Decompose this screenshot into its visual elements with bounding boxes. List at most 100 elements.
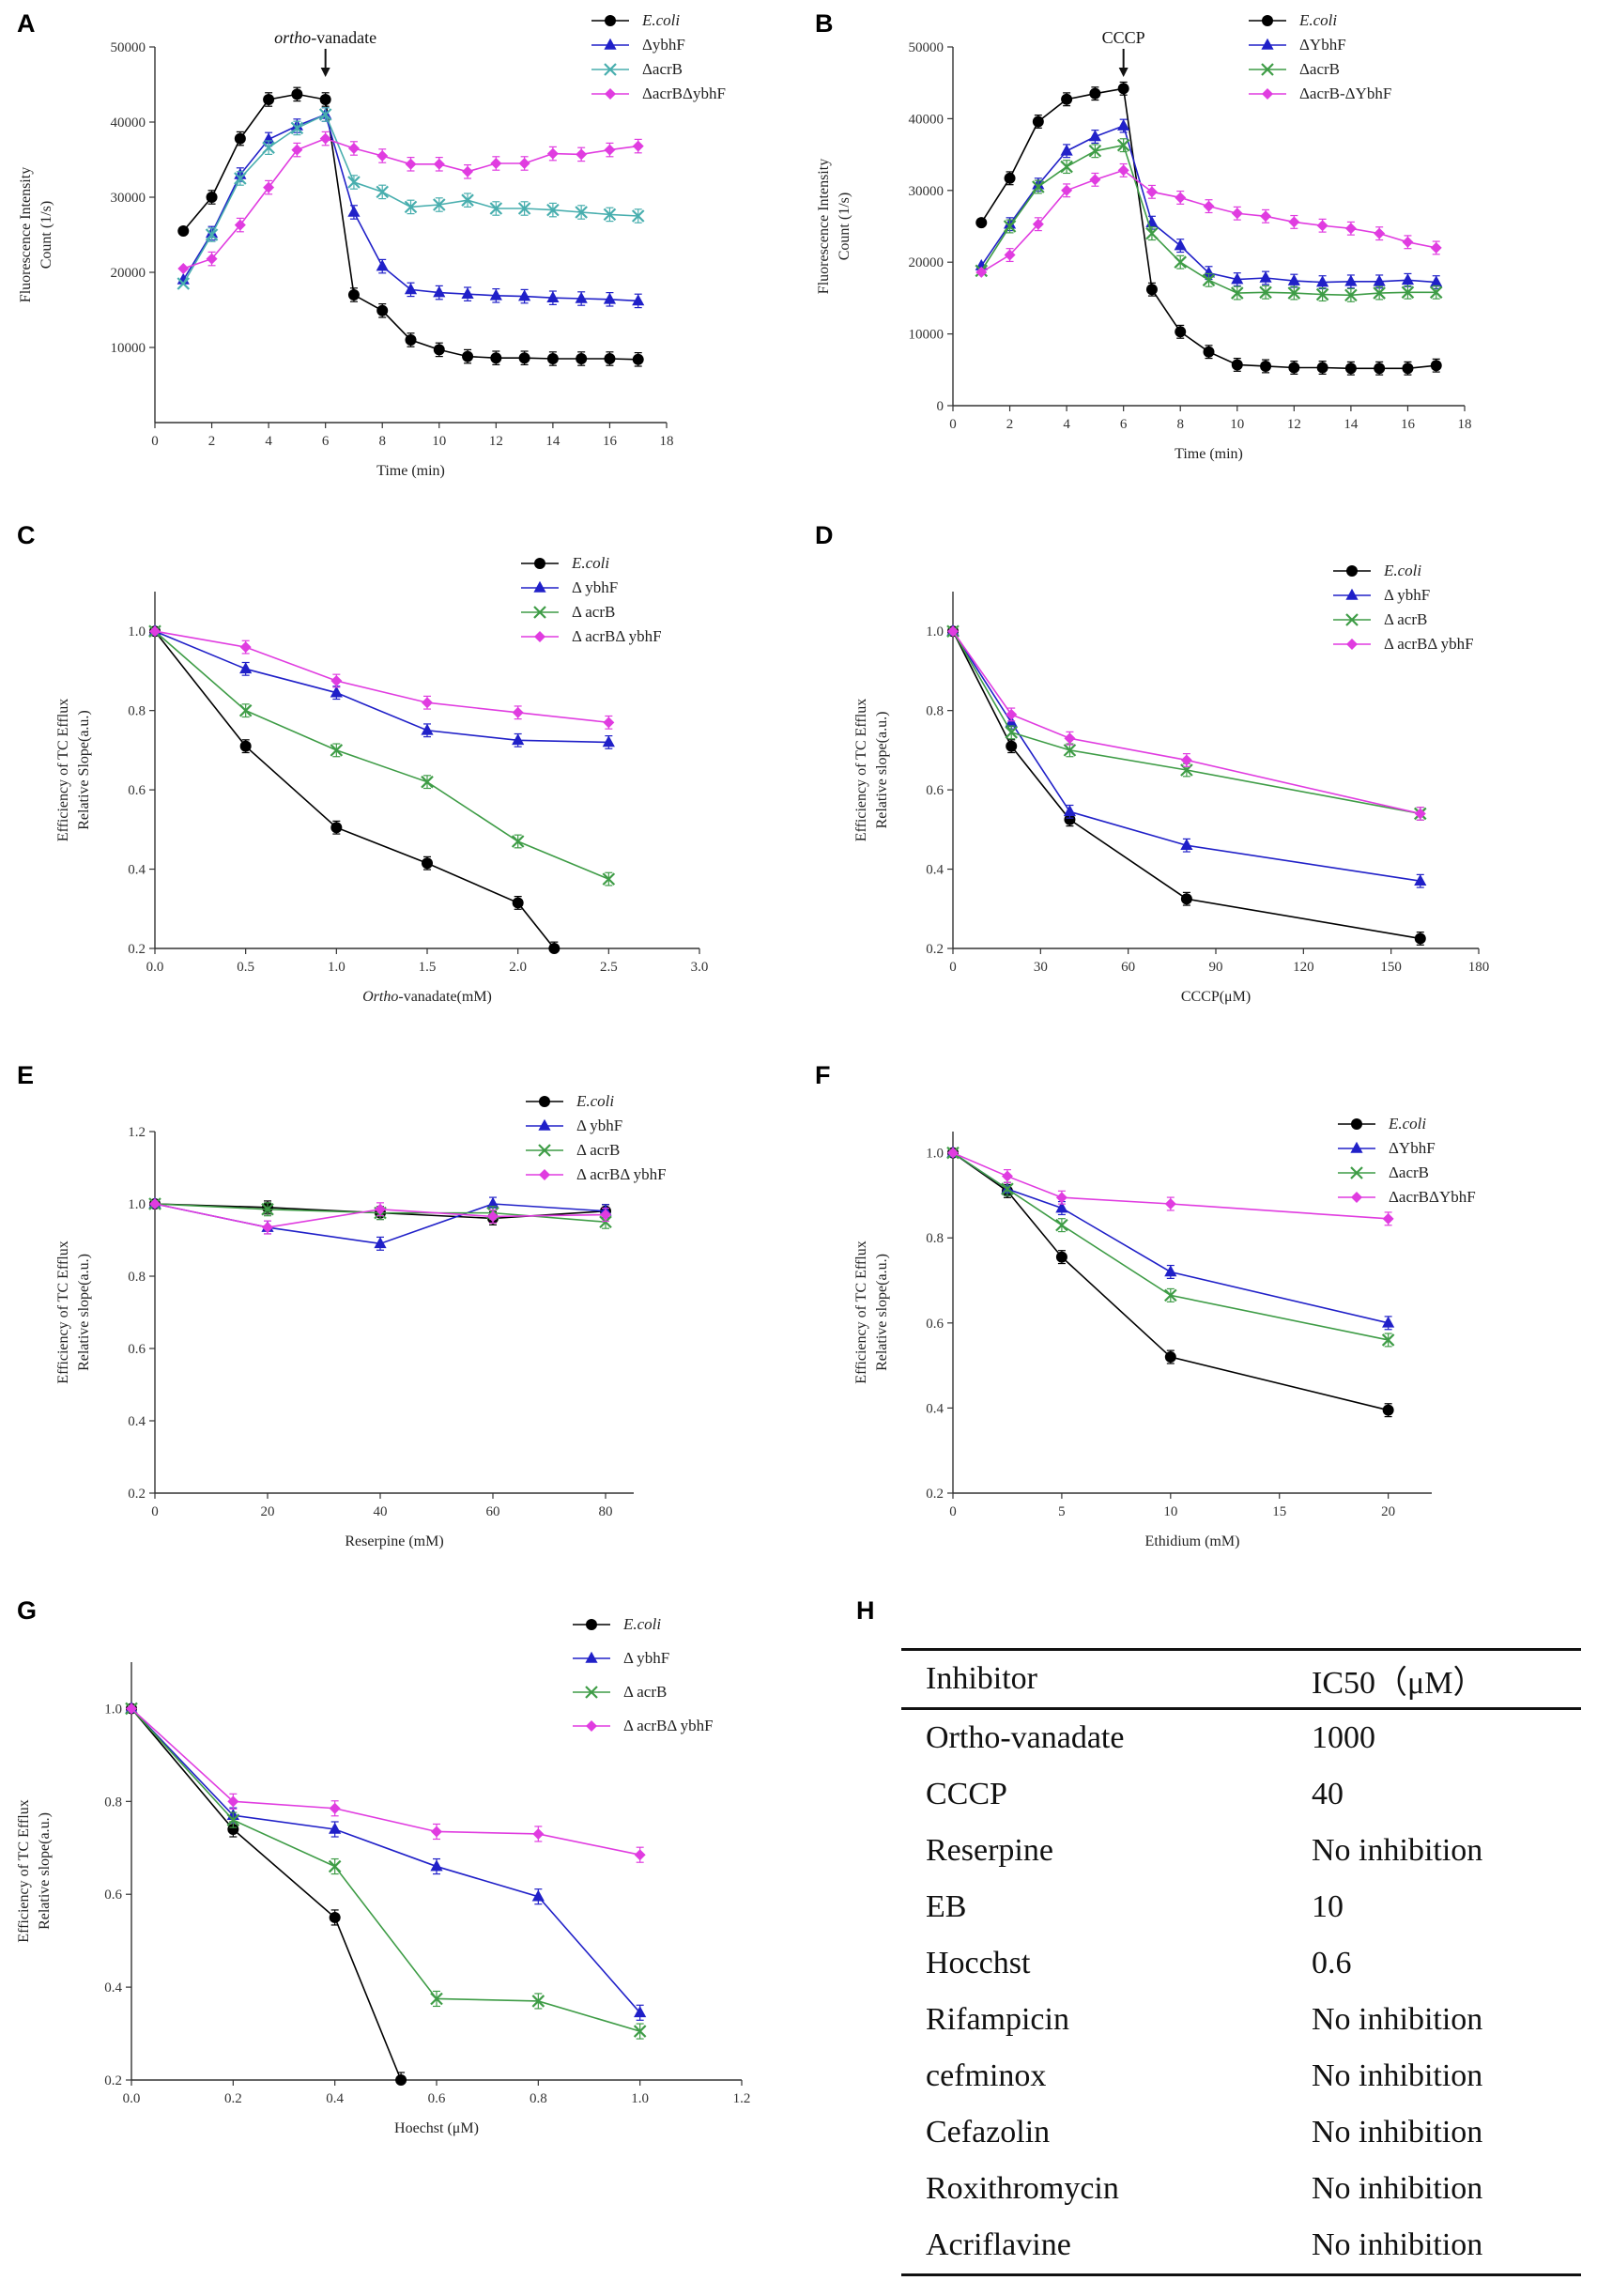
data-point xyxy=(517,202,531,215)
x-tick-label: 5 xyxy=(1058,1504,1066,1519)
data-point xyxy=(421,723,434,735)
data-point xyxy=(975,266,988,278)
data-point xyxy=(539,1169,550,1180)
data-point xyxy=(538,1118,551,1131)
x-tick-label: 40 xyxy=(374,1504,388,1519)
x-tick-label: 3.0 xyxy=(691,960,709,975)
y-tick-label: 20000 xyxy=(111,266,146,281)
inhibitor-cell: Cefazolin xyxy=(926,2115,1051,2150)
data-point xyxy=(1402,236,1414,248)
legend-entry: ΔacrBΔybhF xyxy=(591,85,726,102)
data-point xyxy=(262,1222,273,1234)
legend-label: Δ ybhF xyxy=(623,1649,669,1667)
legend-entry: Δ acrBΔ ybhF xyxy=(1333,635,1474,653)
x-tick-label: 150 xyxy=(1380,960,1402,975)
inhibitor-cell: Rifampicin xyxy=(926,2002,1069,2037)
data-point xyxy=(1344,274,1358,286)
data-point xyxy=(632,140,644,152)
data-point xyxy=(575,206,588,219)
data-point xyxy=(1382,1404,1394,1416)
y-tick-label: 0.6 xyxy=(128,783,146,798)
data-point xyxy=(1004,249,1016,261)
data-point xyxy=(1261,38,1274,50)
data-point xyxy=(261,1202,274,1216)
legend-label: ΔacrB xyxy=(1299,60,1340,78)
data-point xyxy=(532,1827,545,1840)
x-tick-label: 80 xyxy=(599,1504,613,1519)
data-point xyxy=(227,1824,239,1835)
data-point xyxy=(634,2006,647,2018)
data-point xyxy=(1382,1316,1395,1328)
ic50-cell: No inhibition xyxy=(1312,1833,1483,1868)
data-point xyxy=(330,822,343,834)
data-point xyxy=(512,733,525,746)
data-point xyxy=(1350,1141,1363,1153)
panel-label-d: D xyxy=(815,521,834,549)
ic50-cell: 0.6 xyxy=(1312,1946,1352,1980)
data-point xyxy=(1032,180,1045,193)
legend-entry: E.coli xyxy=(1333,562,1421,579)
data-point xyxy=(319,132,331,145)
y-tick-label: 1.0 xyxy=(926,1147,944,1162)
data-point xyxy=(376,304,389,316)
column-header-ic50: IC50（μM） xyxy=(1312,1665,1485,1701)
data-point xyxy=(546,203,560,217)
data-point xyxy=(374,1237,387,1249)
ic50-cell: No inhibition xyxy=(1312,2002,1483,2037)
data-point xyxy=(234,219,246,231)
data-point xyxy=(489,288,502,300)
data-point xyxy=(1203,200,1215,212)
legend-label: ΔYbhF xyxy=(1299,36,1346,54)
data-point xyxy=(205,228,219,241)
data-point xyxy=(947,1147,959,1159)
x-tick-label: 8 xyxy=(1176,417,1184,432)
data-point xyxy=(1259,270,1272,283)
inhibitor-cell: Hocchst xyxy=(926,1946,1031,1980)
legend-entry: E.coli xyxy=(1249,11,1337,29)
data-point xyxy=(576,353,588,364)
data-point xyxy=(227,1795,239,1808)
y-tick-label: 1.0 xyxy=(104,1702,122,1717)
data-point xyxy=(602,872,616,886)
data-point xyxy=(631,209,645,223)
x-tick-label: 4 xyxy=(1063,417,1070,432)
data-point xyxy=(421,775,434,789)
y-tick-label: 0.6 xyxy=(128,1342,146,1357)
data-point xyxy=(1262,88,1273,100)
inhibitor-cell: Ortho-vanadate xyxy=(926,1720,1125,1755)
table-row: cefminox No inhibition xyxy=(901,2048,1581,2104)
data-point xyxy=(585,1651,598,1663)
data-point xyxy=(262,141,275,154)
data-point xyxy=(206,253,218,265)
y-tick-label: 50000 xyxy=(909,40,944,55)
x-tick-label: 15 xyxy=(1272,1504,1286,1519)
data-point xyxy=(330,744,344,757)
series-line xyxy=(154,630,609,880)
y-tick-label: 50000 xyxy=(111,40,146,55)
data-point xyxy=(634,1849,646,1861)
y-axis-label: Relative slope(a.u.) xyxy=(76,1254,92,1371)
data-point xyxy=(575,291,588,303)
x-tick-label: 18 xyxy=(1458,417,1472,432)
y-axis-label: Relative slope(a.u.) xyxy=(874,712,890,829)
data-point xyxy=(632,294,645,306)
x-tick-label: 0.2 xyxy=(224,2091,242,2106)
data-point xyxy=(511,835,525,848)
y-axis-label: Efficiency of TC Efflux xyxy=(853,1240,869,1383)
data-point xyxy=(1260,210,1272,223)
data-point xyxy=(404,283,418,295)
data-point xyxy=(291,144,303,156)
data-point xyxy=(1344,362,1357,375)
series-line xyxy=(952,630,1420,815)
x-tick-label: 0 xyxy=(151,1504,159,1519)
data-point xyxy=(1055,1192,1067,1204)
data-point xyxy=(1180,893,1192,905)
legend-label: ΔacrB xyxy=(1389,1163,1429,1181)
data-point xyxy=(330,686,343,698)
data-point xyxy=(1316,275,1329,287)
x-axis-label: Ethidium (mM) xyxy=(1145,1533,1240,1549)
data-point xyxy=(603,717,615,729)
x-tick-label: 10 xyxy=(432,434,446,449)
data-point xyxy=(1005,726,1019,739)
series-line xyxy=(952,630,1420,815)
